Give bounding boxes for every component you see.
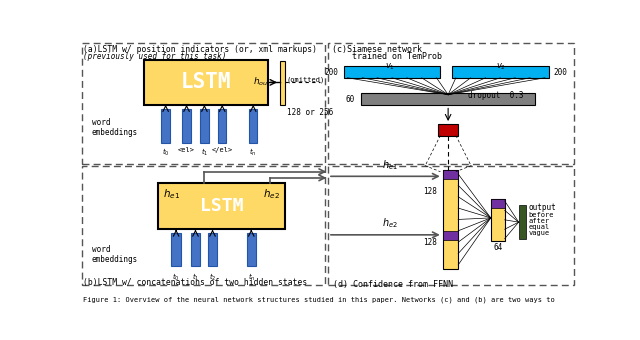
Text: $t_n$: $t_n$	[250, 147, 257, 158]
Bar	[161, 108, 170, 143]
Bar	[246, 233, 256, 266]
Bar	[208, 233, 217, 266]
Bar	[328, 43, 575, 164]
Bar	[182, 108, 191, 143]
Text: (b)LSTM w/ concatenations of two hidden states: (b)LSTM w/ concatenations of two hidden …	[83, 278, 307, 287]
Bar	[360, 93, 535, 105]
Text: output: output	[529, 203, 556, 212]
Text: $h_{e1}$: $h_{e1}$	[382, 158, 398, 172]
Bar	[157, 183, 285, 230]
Text: LSTM: LSTM	[200, 197, 243, 215]
Bar	[328, 166, 575, 285]
Bar	[344, 66, 440, 78]
Bar	[81, 166, 325, 285]
Text: (c)Siamese network: (c)Siamese network	[332, 45, 422, 54]
Bar	[218, 108, 227, 143]
Text: <el>: <el>	[178, 147, 195, 153]
Bar	[81, 43, 325, 164]
Text: (d) Confidence from FFNN: (d) Confidence from FFNN	[333, 279, 452, 289]
Bar	[200, 108, 209, 143]
Text: (previously used for this task): (previously used for this task)	[83, 52, 227, 61]
Text: $t_1$: $t_1$	[192, 272, 199, 283]
Text: $h_{e2}$: $h_{e2}$	[263, 187, 280, 201]
Text: 60: 60	[346, 95, 355, 104]
Text: after: after	[529, 218, 550, 224]
Text: 128 or 256: 128 or 256	[287, 108, 333, 117]
Text: word
embeddings: word embeddings	[92, 118, 138, 137]
Text: $h_{e1}$: $h_{e1}$	[163, 187, 180, 201]
Text: </el>: </el>	[212, 147, 233, 153]
Text: $t_2$: $t_2$	[209, 272, 216, 283]
Text: $v_1$: $v_1$	[385, 62, 395, 72]
Bar	[518, 205, 527, 239]
Text: $t_n$: $t_n$	[248, 272, 255, 283]
Text: before: before	[529, 212, 554, 218]
Text: $h_{out}$: $h_{out}$	[253, 75, 271, 88]
Bar	[452, 66, 549, 78]
Text: 128: 128	[422, 187, 436, 196]
Bar	[491, 199, 505, 208]
Text: vague: vague	[529, 230, 550, 236]
Text: Figure 1: Overview of the neural network structures studied in this paper. Netwo: Figure 1: Overview of the neural network…	[83, 296, 555, 303]
Text: (a)LSTM w/ position indicators (or, xml markups): (a)LSTM w/ position indicators (or, xml …	[83, 45, 317, 54]
Bar	[143, 60, 268, 105]
Text: $v_2$: $v_2$	[496, 62, 506, 72]
Text: $t_0$: $t_0$	[172, 272, 180, 283]
Bar	[249, 108, 257, 143]
Text: trained on TemProb: trained on TemProb	[332, 52, 442, 61]
Bar	[443, 170, 458, 180]
Text: 64: 64	[493, 243, 502, 252]
Text: 200: 200	[324, 68, 338, 77]
Text: LSTM: LSTM	[180, 72, 231, 92]
Text: 128: 128	[422, 238, 436, 247]
Bar	[280, 61, 285, 105]
Bar	[438, 124, 458, 136]
Text: (omitted): (omitted)	[287, 77, 325, 83]
Text: dropout  0.3: dropout 0.3	[467, 91, 523, 100]
Text: $t_0$: $t_0$	[162, 147, 170, 158]
Text: word
embeddings: word embeddings	[92, 245, 138, 264]
Text: 200: 200	[554, 68, 568, 77]
Bar	[172, 233, 180, 266]
Bar	[443, 231, 458, 240]
Bar	[491, 199, 505, 241]
Text: $h_{e2}$: $h_{e2}$	[382, 217, 398, 230]
Text: $t_1$: $t_1$	[201, 147, 208, 158]
Bar	[191, 233, 200, 266]
Bar	[443, 170, 458, 269]
Text: equal: equal	[529, 224, 550, 230]
